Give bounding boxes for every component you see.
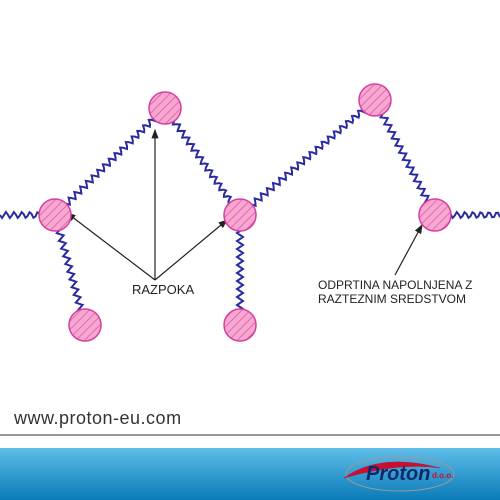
wavy-segment bbox=[55, 109, 167, 216]
node-n1 bbox=[39, 199, 71, 231]
node-n4 bbox=[359, 84, 391, 116]
diagram-canvas: Proton d.o.o. RAZPOKA ODPRTINA NAPOLNJEN… bbox=[0, 0, 500, 500]
node-n3 bbox=[224, 199, 256, 231]
pointer-arrow bbox=[155, 220, 227, 280]
node-n7 bbox=[224, 309, 256, 341]
pointer-arrow bbox=[67, 213, 155, 280]
wavy-segment bbox=[164, 108, 240, 217]
label-odprtina: ODPRTINA NAPOLNJENA Z RAZTEZNIM SREDSTVO… bbox=[318, 278, 472, 307]
node-n6 bbox=[69, 309, 101, 341]
logo-text: Proton bbox=[366, 463, 430, 485]
wavy-segment bbox=[373, 100, 435, 216]
node-n2 bbox=[149, 92, 181, 124]
pointer-arrow bbox=[395, 225, 422, 275]
node-n5 bbox=[419, 199, 451, 231]
wavy-segment bbox=[240, 100, 377, 216]
label-razpoka: RAZPOKA bbox=[132, 282, 194, 298]
logo-sub: d.o.o. bbox=[432, 471, 453, 480]
url-text: www.proton-eu.com bbox=[14, 408, 182, 429]
